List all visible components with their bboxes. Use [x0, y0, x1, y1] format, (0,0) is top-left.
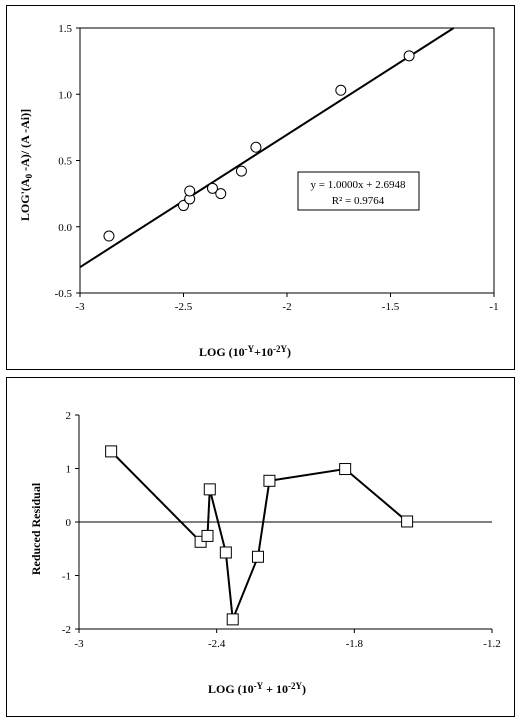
y-tick-label: -1 — [62, 571, 71, 583]
data-point — [184, 185, 196, 197]
x-tick-label: -2 — [282, 301, 291, 313]
data-point — [250, 141, 262, 153]
residual-chart: 2 1 0 -1 -2-3 -2.4 -1.8 -1.2 LOG (10-Y + 10-2Y)… — [29, 410, 501, 696]
data-point — [219, 546, 232, 559]
x-tick-label: -1 — [489, 301, 498, 313]
y-tick-label: 0.0 — [58, 222, 72, 234]
top-panel: 1.5 1.0 0.5 0.0 -0.5 -3 -2.5 -2 -1.5 -1 y = 1.000… — [6, 5, 515, 370]
x-tick-label: -2.5 — [175, 301, 193, 313]
data-point — [235, 165, 247, 177]
r-squared-text: R² = 0.9764 — [332, 195, 385, 207]
data-point — [215, 188, 227, 200]
bottom-panel: 2 1 0 -1 -2 -3 -2.4 -1.8 -1.2 LOG (10-Y + 10-2Y)… — [6, 377, 515, 717]
y-tick-label: 0 — [66, 517, 72, 529]
y-tick-label: 2 — [66, 410, 72, 422]
data-point — [201, 529, 214, 542]
y-tick-label: -0.5 — [55, 288, 73, 300]
data-point — [103, 230, 115, 242]
x-tick-label: -3 — [75, 301, 85, 313]
y-axis-title: Reduced Residual — [29, 482, 43, 575]
data-point — [105, 445, 118, 458]
x-axis-title: LOG (10-Y + 10-2Y) — [208, 681, 306, 696]
x-tick-label: -2.4 — [208, 638, 226, 650]
y-tick-label: 1.0 — [58, 89, 72, 101]
data-point — [251, 550, 264, 563]
x-tick-label: -1.2 — [483, 638, 500, 650]
data-point — [401, 515, 414, 528]
x-axis-title: LOG (10-Y+10-2Y) — [199, 344, 291, 359]
y-axis-title: LOG'(A0 -A)/ (A -Ai)] — [18, 109, 34, 221]
x-tick-label: -1.5 — [382, 301, 400, 313]
series-line — [110, 450, 408, 620]
data-point — [339, 463, 352, 476]
data-point — [403, 50, 415, 62]
trendline — [79, 27, 455, 269]
data-point — [206, 182, 218, 194]
equation-box: y = 1.0000x + 2.6948 R² = 0.9764 — [297, 171, 420, 211]
plot-area — [79, 27, 495, 294]
data-point — [203, 483, 216, 496]
scatter-chart: 1.5 1.0 0.5 0.0 -0.5-3 -2.5 -2 -1.5 -1 y = 1.000… — [18, 23, 499, 359]
y-tick-label: 1 — [66, 464, 72, 476]
y-tick-label: -2 — [62, 624, 71, 636]
x-tick-label: -3 — [74, 638, 84, 650]
y-tick-label: 1.5 — [58, 23, 72, 35]
data-point — [335, 84, 347, 96]
data-point — [226, 613, 239, 626]
x-tick-label: -1.8 — [346, 638, 364, 650]
data-point — [178, 200, 189, 212]
data-point — [263, 474, 276, 487]
equation-text: y = 1.0000x + 2.6948 — [311, 179, 406, 191]
y-tick-label: 0.5 — [58, 156, 72, 168]
